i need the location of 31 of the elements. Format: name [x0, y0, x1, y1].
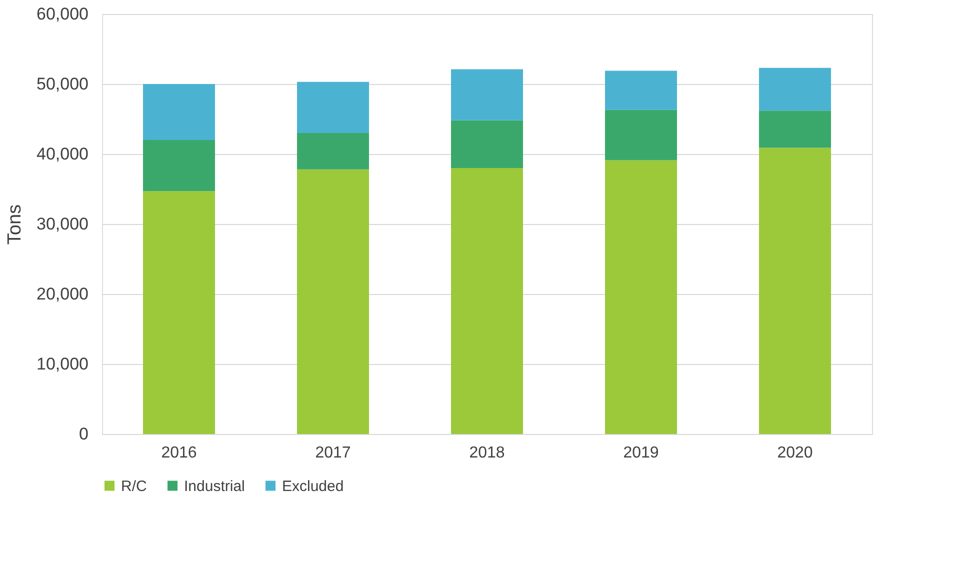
y-tick-label: 20,000: [36, 284, 88, 304]
y-tick-label: 10,000: [36, 354, 88, 374]
bar: [451, 120, 523, 168]
y-tick-label: 0: [79, 424, 88, 444]
bar: [759, 110, 831, 148]
bar: [451, 69, 523, 120]
x-tick-label: 2019: [623, 444, 659, 462]
bar: [759, 68, 831, 111]
legend-label: Excluded: [282, 478, 344, 495]
x-tick-label: 2018: [469, 444, 505, 462]
legend-label: R/C: [121, 478, 147, 495]
x-tick-label: 2016: [161, 444, 197, 462]
bar: [297, 133, 369, 170]
y-tick-label: 40,000: [36, 144, 88, 164]
x-tick-label: 2017: [315, 444, 351, 462]
bar: [297, 169, 369, 434]
y-tick-label: 30,000: [36, 214, 88, 234]
bar: [451, 168, 523, 434]
bar: [605, 70, 677, 110]
bar: [143, 84, 215, 140]
y-tick-label: 60,000: [36, 4, 88, 24]
bar: [605, 160, 677, 434]
y-axis-title: Tons: [4, 204, 26, 245]
bar: [605, 110, 677, 160]
bar: [759, 148, 831, 434]
x-tick-label: 2020: [777, 444, 813, 462]
bar: [297, 82, 369, 133]
bar: [143, 191, 215, 434]
bar: [143, 140, 215, 192]
y-tick-label: 50,000: [36, 74, 88, 94]
legend-label: Industrial: [184, 478, 245, 495]
